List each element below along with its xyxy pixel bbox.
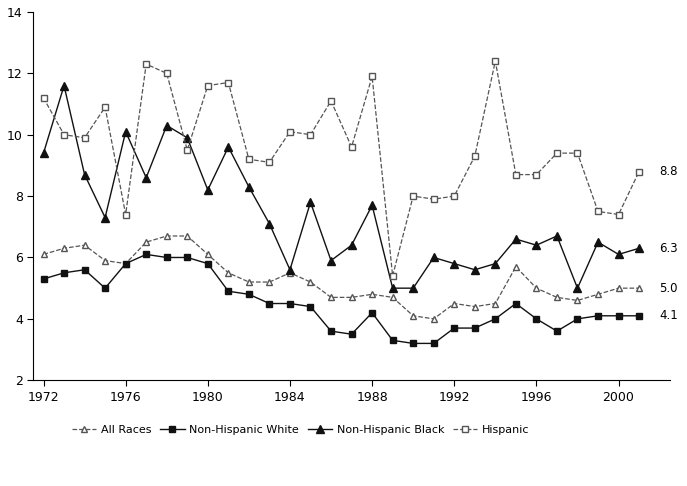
Text: 6.3: 6.3	[660, 242, 678, 255]
Legend: All Races, Non-Hispanic White, Non-Hispanic Black, Hispanic: All Races, Non-Hispanic White, Non-Hispa…	[67, 420, 534, 439]
Text: 5.0: 5.0	[660, 282, 678, 295]
Text: 8.8: 8.8	[660, 165, 678, 178]
Text: 4.1: 4.1	[660, 309, 678, 322]
